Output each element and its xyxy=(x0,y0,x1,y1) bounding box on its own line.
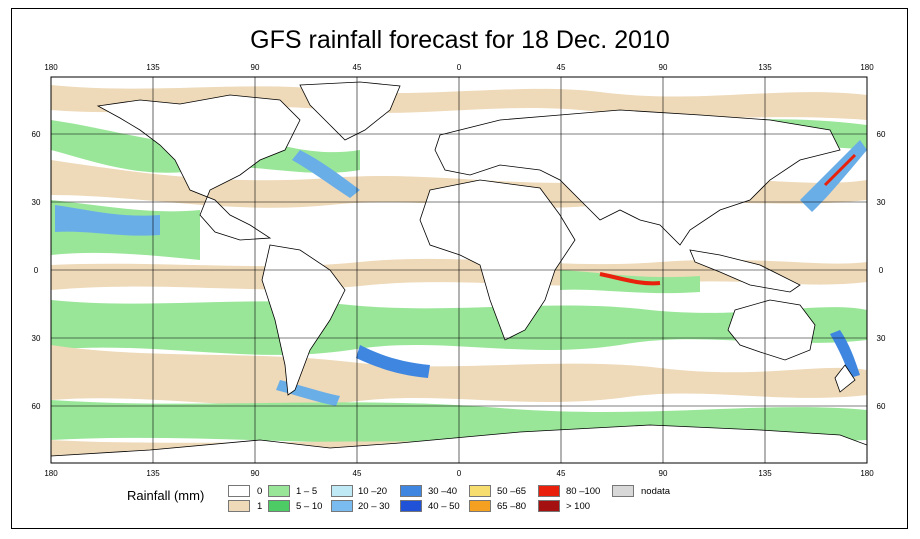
lon-tick-label: 45 xyxy=(353,469,362,478)
lat-ticks-left: 60 30 0 30 60 xyxy=(32,130,41,411)
lat-tick-label: 60 xyxy=(32,130,41,139)
new-zealand xyxy=(834,364,856,393)
lon-tick-label: 135 xyxy=(146,63,160,72)
lon-tick-label: 135 xyxy=(758,63,772,72)
australia xyxy=(727,299,816,361)
lon-ticks-bottom: 180 135 90 45 0 45 90 135 180 xyxy=(44,469,874,478)
map-title: GFS rainfall forecast for 18 Dec. 2010 xyxy=(250,26,670,54)
lat-tick-label: 0 xyxy=(34,266,39,275)
lat-tick-label: 60 xyxy=(877,130,886,139)
lat-tick-label: 60 xyxy=(877,402,886,411)
figure-frame xyxy=(11,8,908,529)
lon-tick-label: 45 xyxy=(353,63,362,72)
lat-ticks-right: 60 30 0 30 60 xyxy=(877,130,886,411)
lon-tick-label: 135 xyxy=(758,469,772,478)
graticule xyxy=(50,76,868,464)
rain-band-tropical-core xyxy=(55,205,160,236)
north-america xyxy=(96,94,301,241)
lon-tick-label: 180 xyxy=(860,63,874,72)
lon-tick-label: 90 xyxy=(659,469,668,478)
lon-tick-label: 0 xyxy=(457,469,462,478)
lon-tick-label: 45 xyxy=(557,469,566,478)
lat-tick-label: 30 xyxy=(877,198,886,207)
lat-tick-label: 30 xyxy=(32,198,41,207)
lon-tick-label: 90 xyxy=(659,63,668,72)
lon-ticks-top: 180 135 90 45 0 45 90 135 180 xyxy=(44,63,874,72)
lat-tick-label: 30 xyxy=(32,334,41,343)
lat-tick-label: 60 xyxy=(32,402,41,411)
lon-tick-label: 45 xyxy=(557,63,566,72)
heavy-rain-nw-pacific xyxy=(823,153,857,187)
lon-tick-label: 180 xyxy=(860,469,874,478)
lon-tick-label: 90 xyxy=(251,63,260,72)
eurasia xyxy=(434,109,841,246)
lat-tick-label: 30 xyxy=(877,334,886,343)
lon-tick-label: 180 xyxy=(44,469,58,478)
maritime-continent xyxy=(689,249,801,293)
lat-tick-label: 0 xyxy=(879,266,884,275)
rain-band-south-atlantic xyxy=(356,345,430,378)
lon-tick-label: 90 xyxy=(251,469,260,478)
lon-tick-label: 180 xyxy=(44,63,58,72)
lon-tick-label: 135 xyxy=(146,469,160,478)
rain-band-south-pacific xyxy=(830,330,860,378)
greenland xyxy=(299,81,401,141)
lon-tick-label: 0 xyxy=(457,63,462,72)
south-america xyxy=(261,244,346,396)
rain-band-atlantic-storm xyxy=(292,150,360,198)
heavy-rain-indian-ocean xyxy=(599,272,661,286)
